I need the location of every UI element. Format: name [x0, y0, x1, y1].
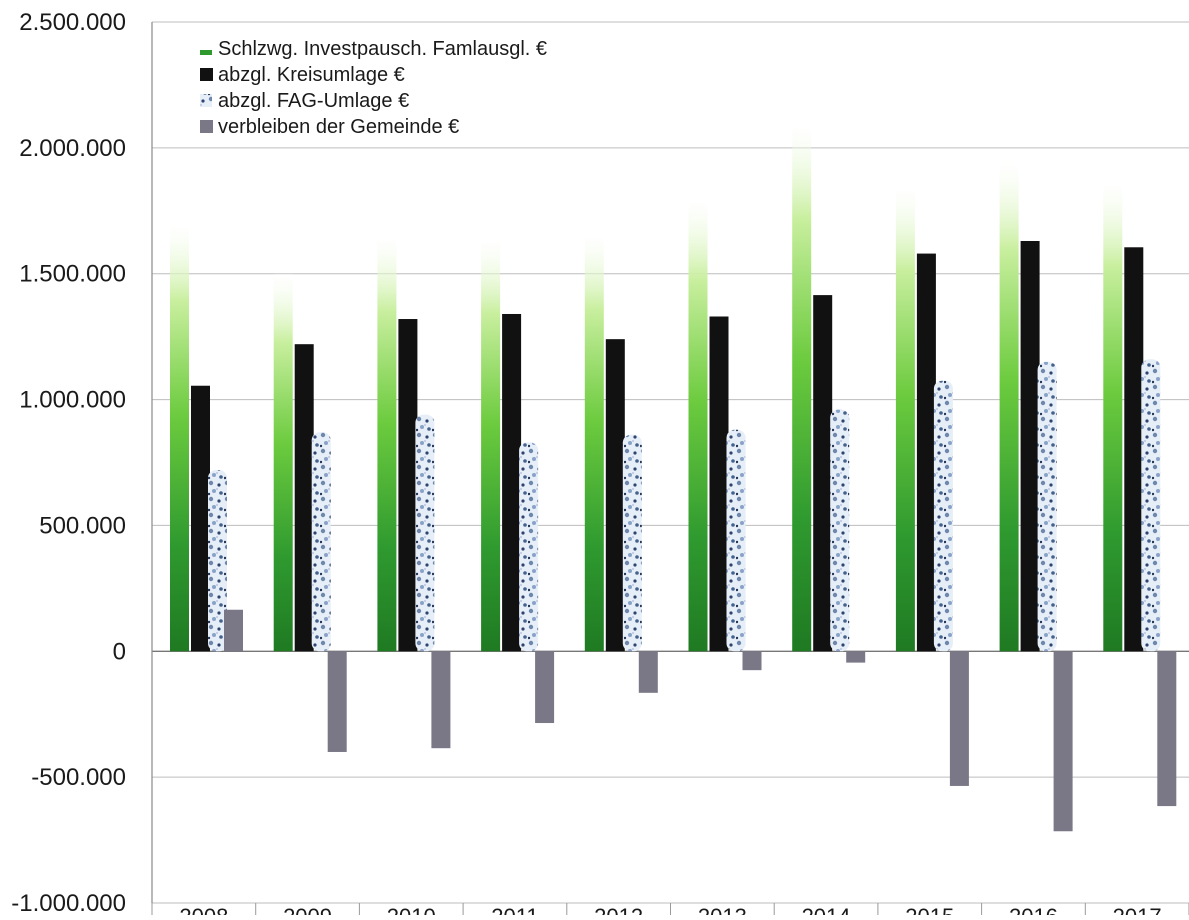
- bar-4-2010: [431, 651, 451, 749]
- bar-1-2012: [584, 233, 604, 652]
- bar-2-2015: [916, 253, 936, 652]
- bar-4-2009: [327, 651, 347, 752]
- bar-1-2009: [273, 273, 293, 652]
- y-tick-label: 500.000: [39, 512, 126, 539]
- bar-4-2013: [742, 651, 762, 671]
- bar-2-2016: [1020, 240, 1040, 652]
- bar-3-2012: [622, 434, 642, 652]
- bar-2-2008: [191, 385, 210, 652]
- bar-1-2016: [999, 160, 1019, 652]
- legend-label: Schlzwg. Investpausch. Famlausgl. €: [218, 38, 547, 60]
- bar-4-2014: [846, 651, 866, 663]
- x-tick-label: 2011: [491, 904, 538, 915]
- legend-label: abzgl. FAG-Umlage €: [218, 90, 409, 112]
- y-tick-label: 1.000.000: [19, 387, 126, 414]
- y-tick-label: -1.000.000: [11, 890, 126, 915]
- bar-2-2009: [294, 344, 314, 652]
- bar-3-2017: [1141, 359, 1161, 652]
- y-tick-label: 2.500.000: [19, 9, 126, 36]
- bar-3-2013: [726, 429, 746, 652]
- x-tick-label: 2013: [698, 904, 747, 915]
- legend-swatch: [200, 94, 212, 107]
- bar-2-2012: [605, 339, 625, 652]
- bar-4-2016: [1053, 651, 1073, 832]
- bar-3-2011: [519, 442, 539, 652]
- bar-2-2013: [709, 316, 729, 652]
- x-tick-label: 2008: [179, 904, 228, 915]
- x-tick-label: 2017: [1113, 904, 1162, 915]
- bar-3-2014: [830, 409, 850, 652]
- bar-3-2016: [1037, 361, 1057, 652]
- legend-label: abzgl. Kreisumlage €: [218, 64, 405, 86]
- legend-label: verbleiben der Gemeinde €: [218, 116, 459, 138]
- bar-3-2009: [311, 432, 331, 652]
- bar-4-2011: [535, 651, 555, 724]
- bar-3-2015: [933, 380, 953, 652]
- bar-2-2017: [1124, 247, 1144, 652]
- bar-1-2010: [377, 235, 397, 652]
- legend-swatch: [200, 68, 213, 81]
- legend-swatch: [200, 50, 212, 55]
- bar-4-2008: [224, 609, 243, 652]
- y-tick-label: 0: [113, 638, 126, 665]
- legend-swatch: [200, 120, 213, 133]
- x-tick-label: 2015: [905, 904, 954, 915]
- bar-2-2011: [502, 313, 522, 652]
- y-tick-label: 1.500.000: [19, 261, 126, 288]
- x-tick-label: 2016: [1009, 904, 1058, 915]
- bar-4-2017: [1157, 651, 1177, 807]
- x-tick-label: 2012: [594, 904, 643, 915]
- bar-4-2015: [949, 651, 969, 786]
- bar-1-2013: [688, 198, 708, 652]
- bar-2-2010: [398, 319, 418, 652]
- bar-1-2017: [1103, 180, 1123, 652]
- y-tick-label: -500.000: [31, 764, 126, 791]
- bar-1-2015: [895, 185, 915, 652]
- y-tick-label: 2.000.000: [19, 135, 126, 162]
- x-tick-label: 2010: [387, 904, 436, 915]
- x-tick-label: 2014: [802, 904, 851, 915]
- bar-3-2010: [415, 414, 435, 652]
- bar-1-2008: [170, 223, 189, 652]
- bar-3-2008: [208, 470, 227, 652]
- bar-1-2011: [481, 238, 501, 652]
- bar-4-2012: [638, 651, 658, 693]
- x-tick-label: 2009: [283, 904, 332, 915]
- bar-1-2014: [792, 122, 812, 652]
- bar-2-2014: [813, 295, 833, 652]
